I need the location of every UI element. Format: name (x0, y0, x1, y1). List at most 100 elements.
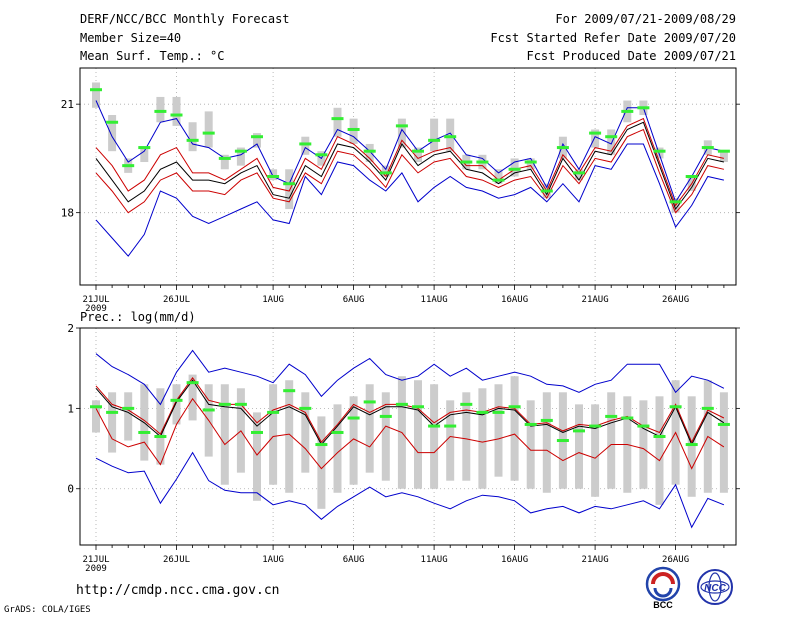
prec-marker-day-6 (170, 398, 183, 402)
prec-series-upper (95, 376, 725, 444)
prec-xtick-label-7: 26AUG (662, 555, 689, 565)
temp-marker-day-13 (283, 182, 296, 186)
forecast-produced-date: Fcst Produced Date 2009/07/21 (526, 49, 736, 63)
temp-marker-day-9 (218, 156, 231, 160)
prec-box-day-12 (269, 384, 278, 485)
temp-marker-day-32 (589, 131, 602, 135)
top-panel-variable-label: Mean Surf. Temp.: °C (80, 49, 225, 63)
ncc-logo: NCC (697, 569, 733, 605)
prec-box-day-32 (591, 404, 600, 497)
prec-box-day-6 (172, 384, 181, 425)
temp-xtick-label-4: 11AUG (421, 295, 448, 305)
prec-xtick-label-1: 26JUL (163, 555, 190, 565)
prec-marker-day-26 (492, 410, 505, 414)
temp-box-day-22 (430, 118, 439, 152)
temp-xtick-label-6: 21AUG (582, 295, 609, 305)
temp-marker-day-7 (186, 138, 199, 142)
temp-xtick-sublabel-0: 2009 (85, 304, 107, 314)
temp-box-day-32 (591, 129, 600, 148)
temp-marker-day-22 (428, 138, 441, 142)
temp-marker-day-40 (717, 149, 730, 153)
prec-marker-day-3 (122, 406, 135, 410)
temp-marker-day-8 (202, 131, 215, 135)
temp-marker-day-38 (685, 175, 698, 178)
temp-marker-day-31 (573, 171, 585, 175)
temp-xtick-label-7: 26AUG (662, 295, 689, 305)
prec-ytick-label-0: 0 (67, 483, 74, 496)
prec-box-day-25 (478, 388, 487, 489)
temp-box-day-16 (333, 107, 342, 137)
temp-series-min (95, 143, 725, 257)
temp-box-day-21 (414, 147, 422, 163)
temp-xtick-label-1: 26JUL (163, 295, 190, 305)
prec-box-day-23 (446, 400, 455, 481)
temp-box-day-8 (204, 111, 213, 148)
source-url[interactable]: http://cmdp.ncc.cma.gov.cn (76, 583, 280, 598)
prec-xtick-label-0: 21JUL (82, 555, 109, 565)
temp-box-day-7 (188, 122, 197, 152)
prec-marker-day-29 (540, 418, 553, 422)
prec-box-day-2 (108, 392, 117, 453)
temp-box-day-4 (140, 147, 149, 163)
prec-marker-day-11 (251, 430, 263, 434)
prec-xtick-label-2: 1AUG (262, 555, 284, 565)
prec-marker-day-35 (637, 424, 650, 428)
temp-marker-day-25 (476, 160, 489, 164)
temp-box-day-17 (349, 118, 358, 144)
prec-box-day-31 (575, 404, 583, 489)
temp-ytick-label-1: 21 (61, 98, 74, 111)
temp-marker-day-18 (363, 149, 376, 153)
temp-marker-day-10 (234, 149, 247, 153)
prec-box-day-24 (462, 392, 471, 481)
prec-marker-day-1 (90, 405, 102, 409)
prec-panel-title: Prec.: log(mm/d) (80, 310, 196, 324)
prec-box-day-26 (494, 384, 503, 477)
prec-marker-day-17 (347, 416, 360, 420)
temp-marker-day-37 (669, 200, 682, 204)
prec-marker-day-28 (524, 422, 537, 426)
prec-marker-day-33 (605, 414, 618, 418)
temp-box-day-31 (575, 169, 583, 181)
temp-marker-day-23 (444, 135, 457, 139)
temp-box-day-2 (108, 115, 117, 152)
temp-marker-day-14 (299, 142, 312, 146)
temp-frame (79, 67, 737, 286)
forecast-period: For 2009/07/21-2009/08/29 (555, 12, 736, 26)
temp-box-day-10 (236, 147, 245, 166)
prec-box-day-7 (188, 374, 197, 421)
prec-marker-day-38 (685, 443, 698, 447)
prec-box-day-33 (607, 392, 616, 489)
temp-box-day-36 (655, 147, 664, 159)
prec-marker-day-9 (218, 402, 231, 406)
prec-marker-day-39 (701, 406, 714, 410)
temp-box-day-6 (172, 96, 181, 126)
prec-box-day-15 (317, 416, 326, 509)
prec-ytick-label-2: 2 (67, 322, 74, 335)
chart-title: DERF/NCC/BCC Monthly Forecast (80, 12, 290, 26)
temp-marker-day-27 (508, 167, 521, 171)
temp-xtick-label-2: 1AUG (262, 295, 284, 305)
prec-marker-day-8 (202, 408, 215, 412)
prec-box-day-1 (92, 400, 100, 433)
prec-marker-day-27 (508, 405, 521, 409)
temp-box-day-1 (92, 82, 100, 108)
prec-series-min (95, 451, 725, 529)
prec-box-day-5 (156, 388, 165, 465)
temp-xtick-label-5: 16AUG (501, 295, 528, 305)
temp-xtick-label-3: 6AUG (343, 295, 365, 305)
bcc-logo: BCC (645, 566, 681, 610)
prec-series-lower (95, 397, 725, 470)
prec-box-day-21 (414, 380, 422, 489)
temp-marker-day-39 (701, 146, 714, 150)
prec-xtick-sublabel-0: 2009 (85, 564, 107, 574)
temp-box-day-5 (156, 96, 165, 123)
prec-xtick-label-4: 11AUG (421, 555, 448, 565)
temp-marker-day-6 (170, 113, 183, 117)
temp-box-day-23 (446, 118, 455, 152)
prec-xtick-label-3: 6AUG (343, 555, 365, 565)
prec-box-day-11 (253, 412, 261, 501)
temp-marker-day-3 (122, 164, 135, 168)
temp-box-day-13 (285, 169, 294, 210)
temp-marker-day-36 (653, 149, 666, 153)
